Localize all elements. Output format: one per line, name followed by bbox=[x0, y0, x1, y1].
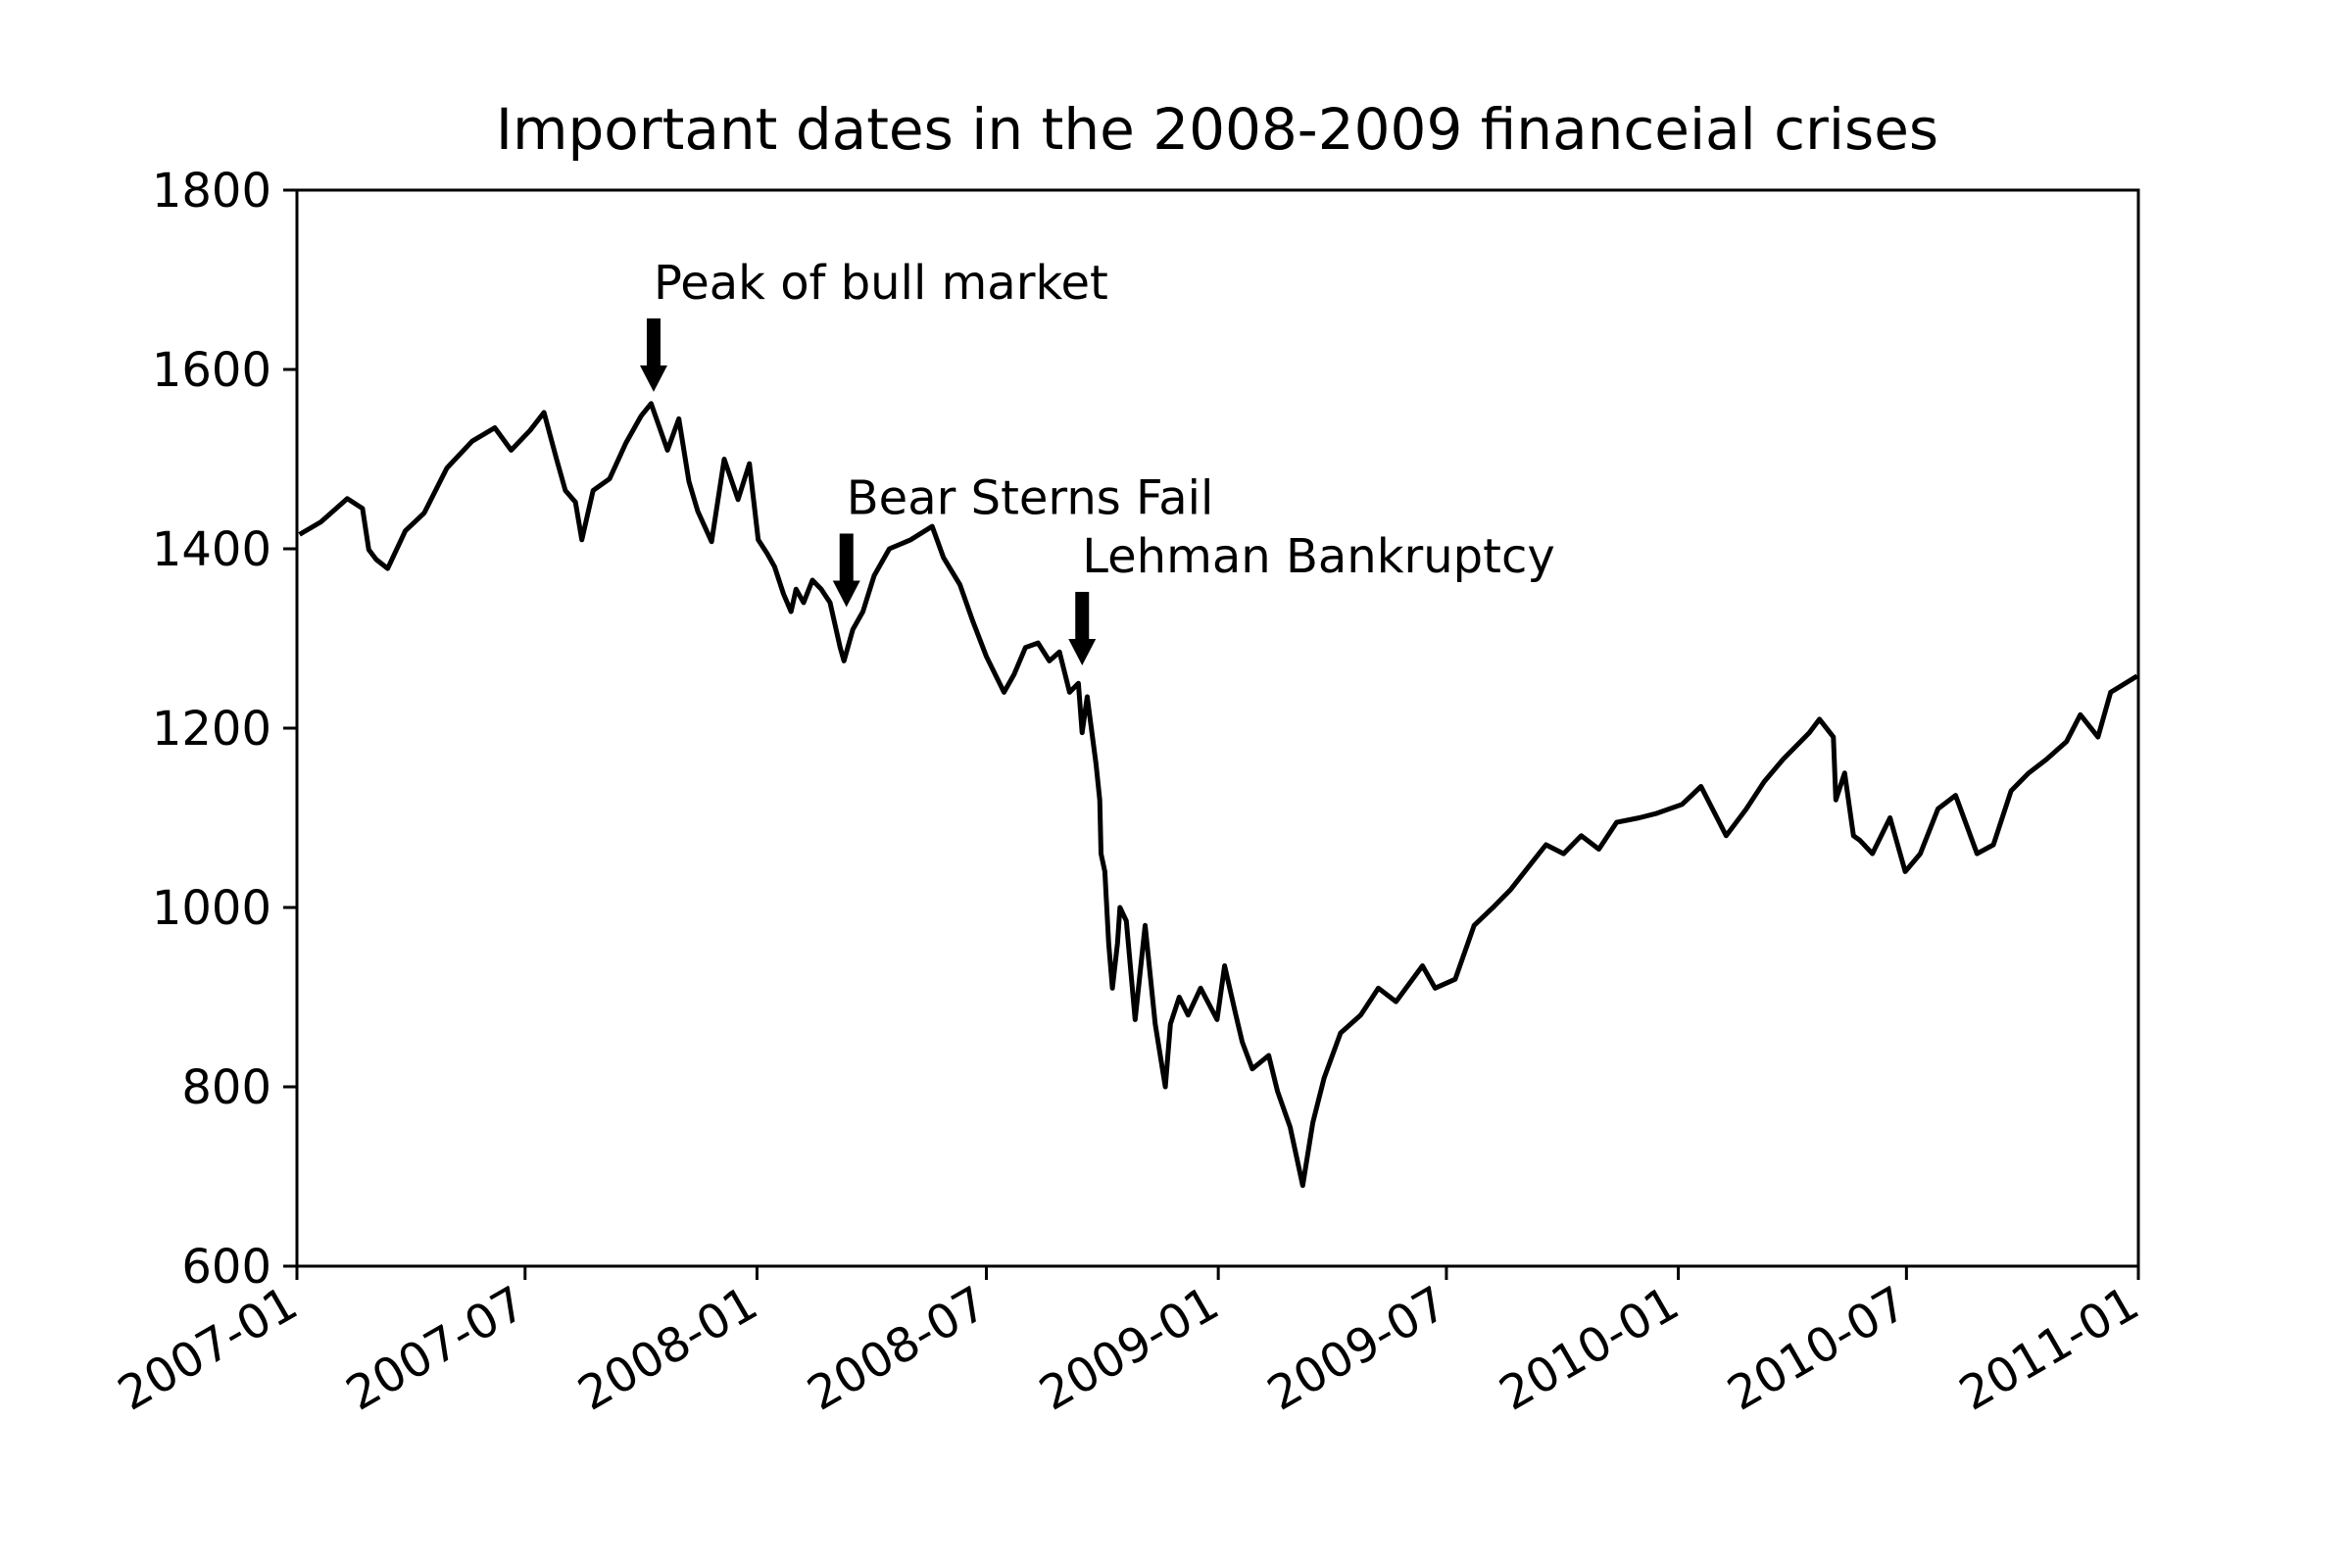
y-tick-label: 1800 bbox=[152, 164, 271, 219]
plot-frame bbox=[295, 188, 2140, 1268]
annotation-label: Bear Sterns Fail bbox=[847, 470, 1214, 525]
annotation-arrow bbox=[832, 533, 860, 608]
chart-title: Important dates in the 2008-2009 finance… bbox=[496, 96, 1938, 163]
annotation-arrow bbox=[1068, 591, 1097, 665]
series-line-0 bbox=[298, 401, 2139, 1189]
y-tick-label: 1000 bbox=[152, 881, 271, 936]
plot-area bbox=[298, 401, 2139, 1189]
annotation-label: Peak of bull market bbox=[654, 256, 1108, 311]
y-tick-label: 1400 bbox=[152, 522, 271, 577]
y-tick-label: 600 bbox=[181, 1240, 271, 1295]
annotations: Peak of bull market Bear Sterns FailLehma… bbox=[639, 256, 1555, 665]
y-tick-label: 800 bbox=[181, 1060, 271, 1115]
annotation-arrow bbox=[639, 318, 667, 392]
annotation-label: Lehman Bankruptcy bbox=[1082, 529, 1555, 584]
y-axis: 600 800 1000 1200 1400 1600 1800 bbox=[152, 164, 297, 1295]
y-tick-label: 1200 bbox=[152, 702, 271, 757]
y-tick-label: 1600 bbox=[152, 343, 271, 398]
